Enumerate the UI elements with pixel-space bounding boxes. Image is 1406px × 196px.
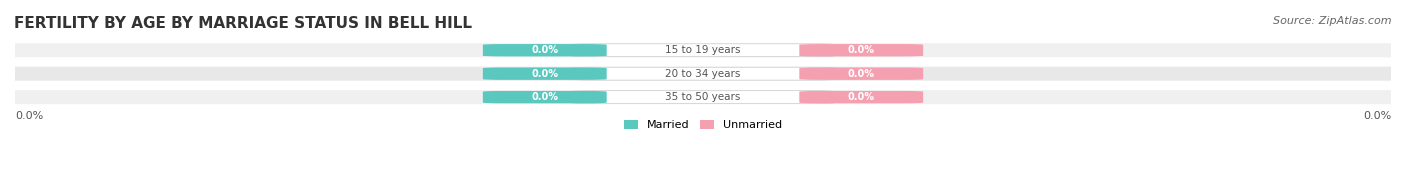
Text: 35 to 50 years: 35 to 50 years [665,92,741,102]
FancyBboxPatch shape [482,44,606,56]
Text: 0.0%: 0.0% [1362,111,1391,121]
Text: 0.0%: 0.0% [531,45,558,55]
Text: 0.0%: 0.0% [531,92,558,102]
FancyBboxPatch shape [1,66,1405,82]
Text: 0.0%: 0.0% [848,69,875,79]
Text: 0.0%: 0.0% [15,111,44,121]
Text: 20 to 34 years: 20 to 34 years [665,69,741,79]
Text: 0.0%: 0.0% [848,45,875,55]
FancyBboxPatch shape [800,67,924,80]
Text: 0.0%: 0.0% [848,92,875,102]
FancyBboxPatch shape [1,42,1405,58]
Text: FERTILITY BY AGE BY MARRIAGE STATUS IN BELL HILL: FERTILITY BY AGE BY MARRIAGE STATUS IN B… [14,16,472,31]
Text: Source: ZipAtlas.com: Source: ZipAtlas.com [1274,16,1392,26]
FancyBboxPatch shape [572,67,834,80]
FancyBboxPatch shape [482,91,606,103]
Legend: Married, Unmarried: Married, Unmarried [620,116,786,135]
FancyBboxPatch shape [572,44,834,57]
FancyBboxPatch shape [572,91,834,103]
FancyBboxPatch shape [482,67,606,80]
FancyBboxPatch shape [800,44,924,56]
FancyBboxPatch shape [1,89,1405,105]
Text: 15 to 19 years: 15 to 19 years [665,45,741,55]
Text: 0.0%: 0.0% [531,69,558,79]
FancyBboxPatch shape [800,91,924,103]
